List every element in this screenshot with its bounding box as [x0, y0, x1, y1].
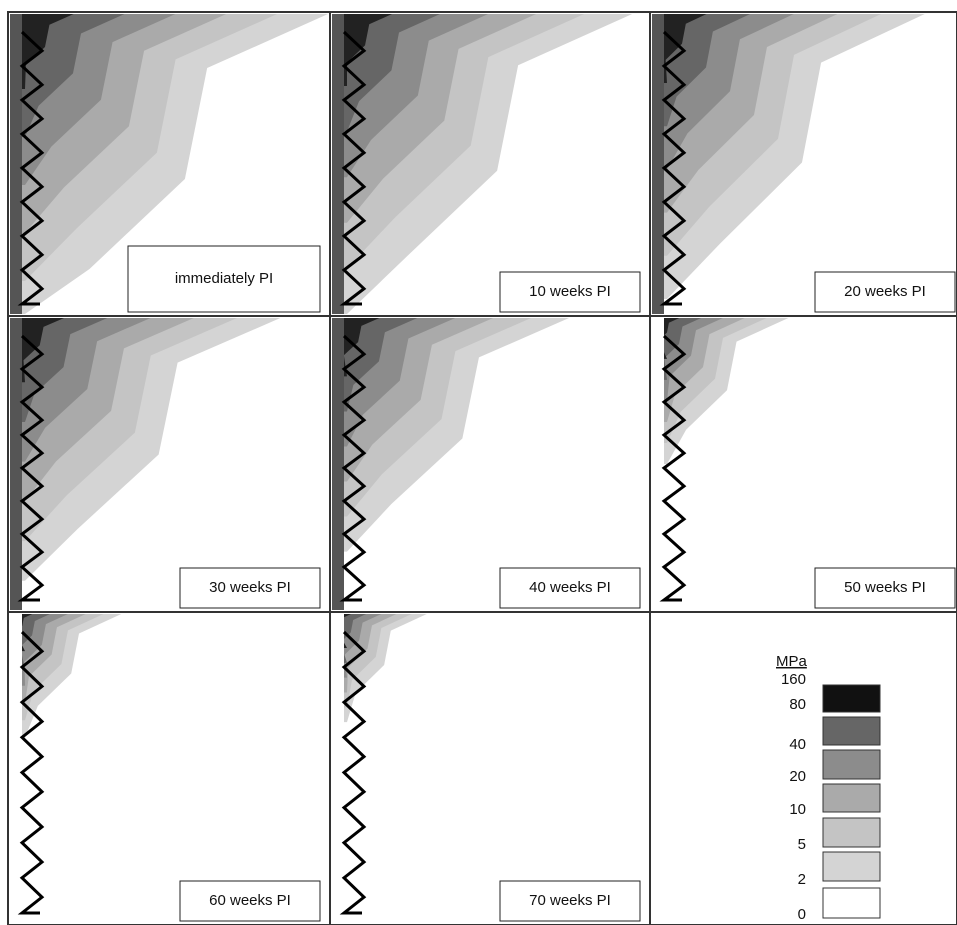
legend-level: 20	[789, 768, 806, 785]
implant-body	[10, 318, 22, 610]
panel-label: 60 weeks PI	[209, 892, 291, 909]
implant-body	[332, 14, 344, 314]
legend-level: 5	[798, 836, 806, 853]
legend-swatch	[823, 852, 880, 881]
legend-swatch	[823, 888, 880, 918]
legend-level: 10	[789, 801, 806, 818]
implant-body	[652, 318, 664, 610]
panel-label: 20 weeks PI	[844, 283, 926, 300]
implant-body	[332, 614, 344, 923]
panel-label: 50 weeks PI	[844, 579, 926, 596]
legend-swatch	[823, 784, 880, 812]
figure: immediately PI 10 weeks PI 20 weeks PI 30 w…	[0, 0, 957, 925]
panel-label: immediately PI	[175, 270, 273, 287]
legend-level: 80	[789, 696, 806, 713]
legend-unit: MPa	[776, 653, 808, 670]
implant-body	[332, 318, 344, 610]
implant-body	[10, 614, 22, 923]
legend-level: 40	[789, 736, 806, 753]
panel-label: 30 weeks PI	[209, 579, 291, 596]
panel-label: 10 weeks PI	[529, 283, 611, 300]
legend-swatch	[823, 685, 880, 712]
legend-level: 2	[798, 871, 806, 888]
legend-swatch	[823, 717, 880, 745]
legend-level: 160	[781, 671, 806, 688]
legend-swatch	[823, 818, 880, 847]
legend-level: 0	[798, 906, 806, 923]
implant-body	[10, 14, 22, 314]
implant-body	[652, 14, 664, 314]
panel-label: 70 weeks PI	[529, 892, 611, 909]
panel-label: 40 weeks PI	[529, 579, 611, 596]
legend-swatch	[823, 750, 880, 779]
